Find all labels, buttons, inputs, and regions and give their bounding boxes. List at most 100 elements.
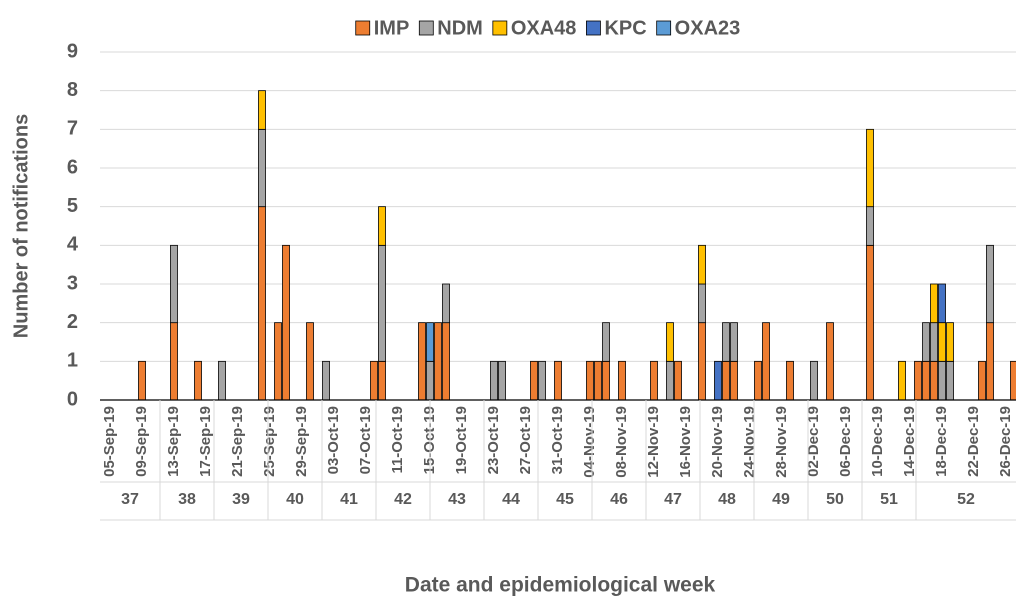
x-tick-label: 03-Oct-19 [325, 406, 342, 474]
bar-segment [938, 322, 946, 362]
x-tick-label: 13-Sep-19 [165, 406, 182, 477]
bar-segment [714, 360, 722, 401]
bar-segment [922, 360, 930, 401]
x-tick-label: 19-Oct-19 [453, 406, 470, 474]
week-label: 40 [286, 491, 304, 508]
bar-segment [762, 322, 770, 401]
legend-swatch [355, 20, 371, 36]
x-tick-label: 10-Dec-19 [869, 406, 886, 477]
y-tick-label: 5 [67, 195, 78, 217]
x-tick-label: 14-Dec-19 [901, 406, 918, 477]
x-tick-label: 20-Nov-19 [709, 406, 726, 478]
bar-segment [426, 360, 434, 401]
bar-segment [490, 360, 498, 401]
x-tick-label: 31-Oct-19 [549, 406, 566, 474]
y-tick-label: 0 [67, 388, 78, 410]
bar-segment [498, 360, 506, 401]
x-tick-label: 28-Nov-19 [773, 406, 790, 478]
bar-segment [586, 360, 594, 401]
bar-segment [698, 244, 706, 285]
legend-label: IMP [374, 17, 410, 39]
bar-segment [554, 360, 562, 401]
x-tick-label: 02-Dec-19 [805, 406, 822, 477]
x-tick-label: 27-Oct-19 [517, 406, 534, 474]
y-axis-title: Number of notifications [10, 114, 32, 338]
week-label: 42 [394, 491, 412, 508]
bar-segment [666, 322, 674, 362]
x-tick-label: 23-Oct-19 [485, 406, 502, 474]
bar-segment [258, 206, 266, 401]
bar-segment [650, 360, 658, 401]
x-tick-label: 17-Sep-19 [197, 406, 214, 477]
week-label: 47 [664, 491, 682, 508]
y-tick-label: 2 [67, 311, 78, 333]
bar-segment [442, 322, 450, 401]
week-label: 50 [826, 491, 844, 508]
legend-swatch [418, 20, 434, 36]
week-label: 45 [556, 491, 574, 508]
x-tick-label: 24-Nov-19 [741, 406, 758, 478]
week-label: 39 [232, 491, 250, 508]
x-tick-label: 04-Nov-19 [581, 406, 598, 478]
week-label: 37 [121, 491, 139, 508]
week-label: 41 [340, 491, 358, 508]
legend-swatch [586, 20, 601, 36]
bar-segment [442, 283, 450, 324]
week-label: 44 [502, 491, 520, 508]
bar-segment [378, 360, 386, 401]
bar-segment [138, 360, 146, 401]
bar-segment [722, 322, 730, 362]
legend-swatch [656, 20, 672, 36]
x-tick-label: 08-Nov-19 [613, 406, 630, 478]
y-tick-label: 4 [67, 234, 79, 256]
legend-label: OXA48 [511, 17, 577, 39]
week-label: 48 [718, 491, 736, 508]
bar-segment [722, 360, 730, 401]
x-tick-label: 16-Nov-19 [677, 406, 694, 478]
bar-segment [986, 322, 994, 401]
x-tick-label: 18-Dec-19 [933, 406, 950, 477]
bar-segment [258, 90, 266, 130]
y-tick-label: 6 [67, 156, 78, 178]
x-tick-label: 11-Oct-19 [389, 406, 406, 474]
x-tick-label: 15-Oct-19 [421, 406, 438, 474]
y-tick-label: 3 [67, 272, 78, 294]
bar-segment [378, 244, 386, 362]
week-label: 49 [772, 491, 790, 508]
bar-segment [378, 206, 386, 246]
x-tick-label: 25-Sep-19 [261, 406, 278, 477]
x-tick-label: 07-Oct-19 [357, 406, 374, 474]
bar-segment [866, 206, 874, 246]
bar-segment [306, 322, 314, 401]
x-tick-label: 05-Sep-19 [101, 406, 118, 477]
bar-segment [898, 360, 906, 401]
bar-segment [930, 322, 938, 362]
bar-segment [370, 360, 378, 401]
bar-segment [786, 360, 794, 401]
bar-segment [170, 244, 178, 324]
bar-segment [1010, 360, 1016, 401]
bar-segment [946, 360, 954, 401]
bar-segment [730, 322, 738, 362]
bar-segment [602, 360, 610, 401]
bar-segment [698, 322, 706, 401]
bar-segment [986, 244, 994, 324]
x-tick-label: 22-Dec-19 [965, 406, 982, 477]
y-tick-label: 1 [67, 350, 78, 372]
bar-segment [730, 360, 738, 401]
x-tick-label: 21-Sep-19 [229, 406, 246, 477]
week-label: 38 [178, 491, 196, 508]
bar-segment [674, 360, 682, 401]
bar-segment [930, 283, 938, 324]
bar-segment [866, 244, 874, 401]
bar-segment [170, 322, 178, 401]
y-tick-label: 9 [67, 40, 78, 62]
legend-label: OXA23 [675, 17, 741, 39]
y-tick-label: 8 [67, 79, 78, 101]
bar-segment [530, 360, 538, 401]
bar-segment [666, 360, 674, 401]
bar-segment [938, 360, 946, 401]
bar-segment [258, 128, 266, 208]
